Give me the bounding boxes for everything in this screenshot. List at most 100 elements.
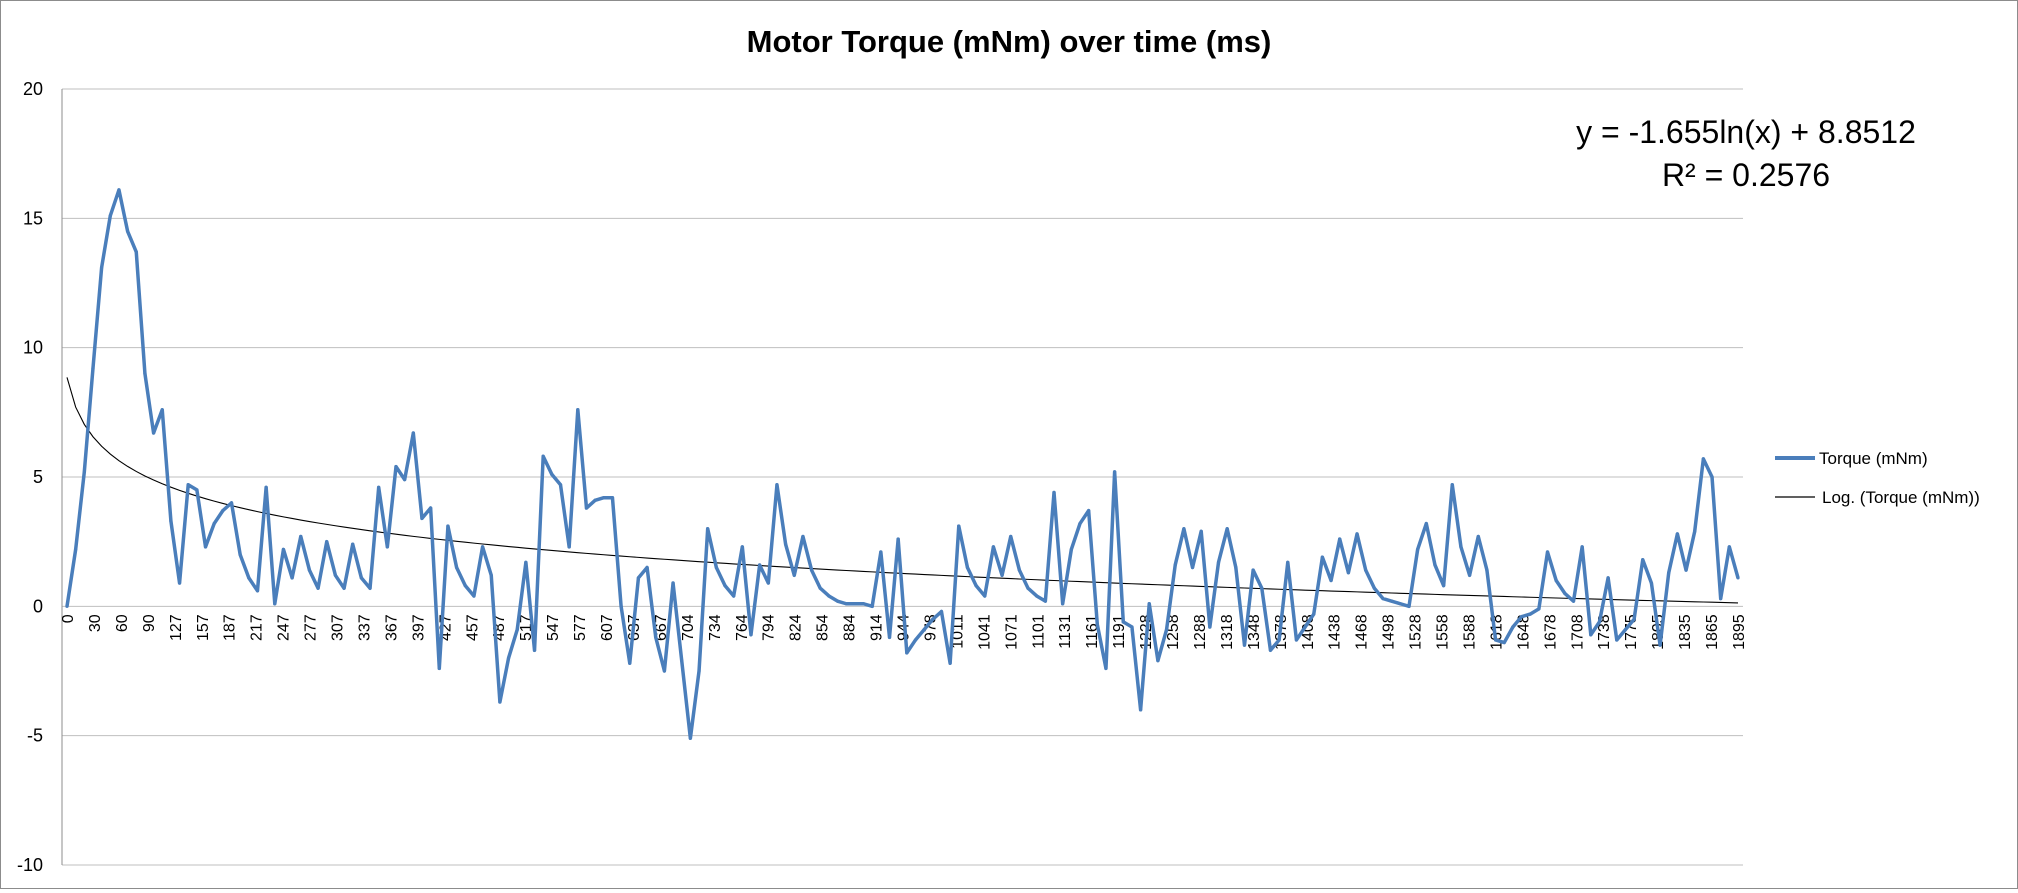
x-tick-label: 367: [383, 614, 400, 641]
data-point: [455, 565, 459, 570]
x-tick-label: 1258: [1165, 614, 1182, 650]
data-point: [1338, 537, 1342, 541]
data-point: [913, 638, 918, 642]
x-tick-label: 1468: [1354, 614, 1371, 650]
data-point: [654, 635, 658, 639]
data-point: [853, 602, 857, 606]
x-tick-label: 1101: [1030, 614, 1047, 649]
data-point: [671, 581, 675, 585]
data-point: [1164, 628, 1169, 632]
data-point: [1095, 622, 1099, 627]
x-tick-label: 1041: [976, 614, 993, 650]
data-point: [1623, 628, 1628, 632]
data-point: [299, 534, 303, 539]
data-point: [480, 545, 485, 549]
data-point: [1017, 568, 1021, 572]
data-point: [758, 563, 762, 567]
x-tick-label: 607: [599, 614, 616, 641]
data-point: [342, 586, 346, 590]
x-tick-label: 1708: [1569, 614, 1586, 650]
x-tick-label: 1348: [1246, 614, 1263, 650]
data-point: [108, 214, 112, 218]
data-point: [602, 496, 606, 500]
data-point: [1104, 666, 1108, 671]
data-point: [524, 560, 528, 564]
data-point: [1364, 568, 1368, 572]
data-point: [377, 485, 381, 489]
y-tick-label: 10: [23, 338, 43, 358]
data-point: [870, 604, 874, 608]
data-point: [1208, 625, 1212, 629]
data-point: [186, 483, 190, 487]
data-point: [1173, 563, 1177, 567]
data-point: [1121, 620, 1125, 624]
data-point: [333, 573, 337, 577]
data-point: [558, 483, 563, 487]
data-point: [1216, 560, 1221, 564]
data-point: [1658, 643, 1662, 647]
data-point: [117, 188, 121, 192]
data-point: [1528, 612, 1532, 616]
x-tick-label: 824: [788, 614, 805, 641]
legend: Torque (mNm) Log. (Torque (mNm)): [1775, 449, 1980, 507]
data-point: [1009, 534, 1013, 539]
data-point: [1182, 527, 1186, 531]
data-point: [160, 408, 164, 412]
x-tick-label: 127: [168, 614, 185, 641]
data-point: [1632, 617, 1636, 621]
x-tick-label: 457: [464, 614, 481, 641]
data-point: [1130, 625, 1134, 629]
data-point: [1485, 568, 1489, 572]
data-point: [1234, 565, 1238, 570]
data-point: [784, 542, 788, 546]
data-point: [221, 509, 225, 513]
data-point: [1667, 571, 1671, 575]
data-point: [316, 586, 320, 590]
data-point: [1719, 596, 1723, 601]
data-point: [307, 568, 312, 572]
data-point: [896, 537, 900, 541]
x-tick-label: 794: [761, 614, 778, 641]
data-point: [420, 516, 424, 520]
data-point: [957, 524, 961, 528]
data-point: [532, 648, 537, 652]
x-tick-label: 157: [195, 614, 212, 641]
data-point: [1502, 640, 1506, 645]
data-point: [1416, 547, 1420, 552]
data-point: [1000, 573, 1004, 577]
data-point: [100, 265, 104, 270]
data-point: [1468, 573, 1472, 577]
y-tick-label: 5: [33, 467, 43, 487]
data-point: [1147, 602, 1151, 606]
x-tick-label: 247: [276, 614, 293, 641]
data-point: [835, 599, 840, 603]
data-point: [403, 477, 407, 482]
data-point: [1727, 545, 1731, 549]
data-point: [290, 576, 294, 580]
x-tick-label: 337: [356, 614, 373, 641]
data-point: [939, 609, 944, 614]
data-point: [255, 589, 260, 593]
x-tick-label: 60: [114, 614, 131, 632]
x-tick-label: 1648: [1515, 614, 1532, 650]
data-point: [1649, 581, 1654, 585]
data-point: [723, 584, 727, 588]
y-tick-label: 0: [33, 596, 43, 616]
data-point: [1242, 643, 1247, 647]
x-tick-label: 30: [87, 614, 104, 632]
data-point: [212, 521, 216, 526]
data-point: [65, 604, 69, 608]
data-point: [1684, 568, 1688, 572]
data-point: [169, 519, 173, 523]
x-tick-label: 1318: [1219, 614, 1236, 650]
data-point: [628, 661, 632, 665]
data-point: [264, 485, 268, 489]
data-point: [498, 700, 502, 704]
data-point: [1736, 576, 1740, 580]
data-point: [1511, 625, 1515, 629]
data-point: [1294, 638, 1299, 642]
x-tick-label: 1191: [1111, 614, 1128, 649]
data-point: [662, 669, 667, 673]
trendline-r-squared-text: R² = 0.2576: [1662, 157, 1830, 193]
